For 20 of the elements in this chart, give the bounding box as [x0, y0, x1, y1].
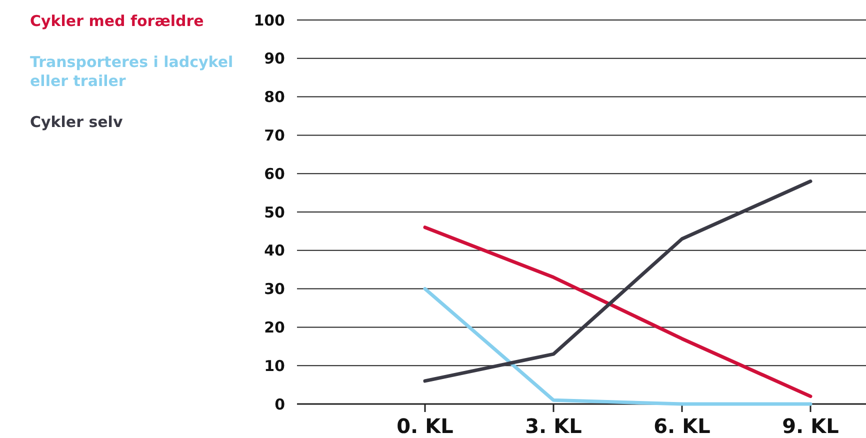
y-tick-label: 90 — [264, 50, 285, 68]
y-tick-label: 60 — [264, 164, 285, 183]
y-tick-label: 30 — [264, 280, 285, 298]
text: Cykler selv — [30, 113, 123, 131]
y-tick-label: 100 — [254, 11, 285, 30]
x-tick-label: 6. KL — [654, 414, 711, 438]
x-tick-label: 3. KL — [525, 414, 582, 438]
y-tick-label: 10 — [264, 356, 285, 375]
line-series — [423, 180, 812, 383]
line-series — [423, 226, 812, 398]
x-tick-label: 0. KL — [396, 414, 454, 438]
text: Transporteres i ladcykel eller trailer — [30, 53, 234, 90]
y-tick-label: 40 — [264, 242, 285, 260]
y-tick-label: 20 — [264, 318, 285, 336]
y-tick-label: 50 — [264, 203, 285, 222]
y-tick-label: 70 — [264, 126, 285, 144]
y-tick-label: 0 — [274, 395, 285, 414]
text: Cykler med forældre — [30, 12, 204, 30]
x-tick-label: 9. KL — [782, 414, 840, 438]
y-tick-label: 80 — [264, 88, 285, 106]
